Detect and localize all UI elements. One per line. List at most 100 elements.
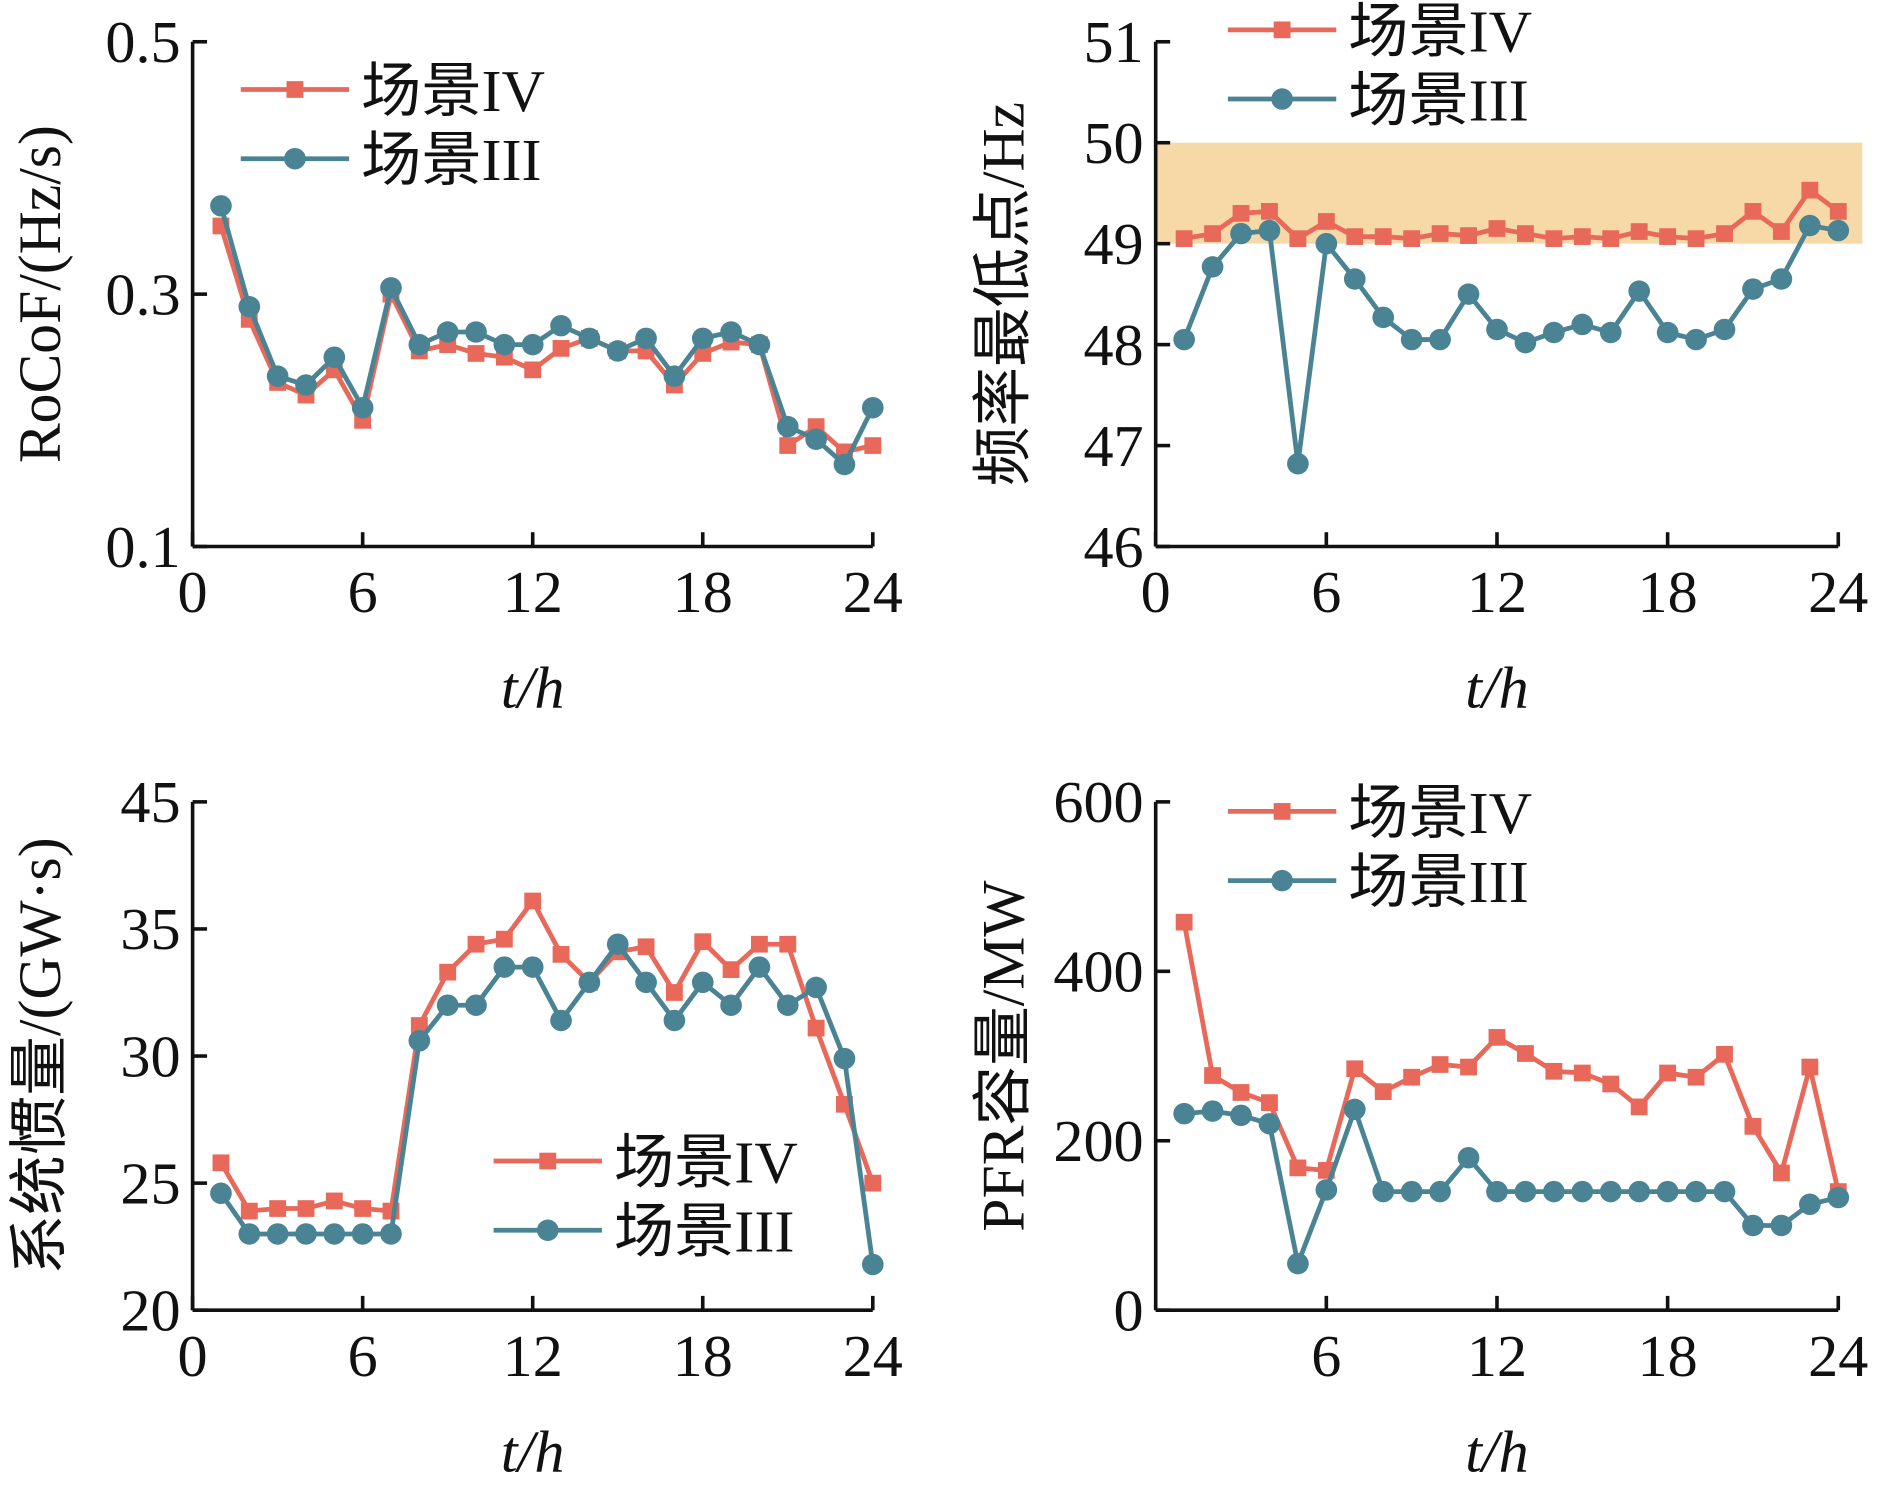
x-tick-label: 6 (1311, 559, 1341, 625)
legend-label: 场景IV (614, 1130, 798, 1196)
marker (691, 971, 714, 994)
marker (1602, 230, 1620, 247)
marker (578, 327, 601, 350)
legend-marker (1273, 803, 1291, 820)
marker (467, 935, 485, 953)
marker (1514, 1180, 1537, 1203)
marker (1372, 306, 1395, 329)
x-tick-label: 6 (1311, 1323, 1341, 1389)
x-tick-label: 24 (843, 1323, 903, 1389)
marker (467, 345, 485, 362)
marker (1230, 1104, 1252, 1127)
marker (380, 277, 402, 299)
marker (238, 1223, 261, 1245)
marker (1770, 1214, 1793, 1237)
marker (1457, 1146, 1480, 1169)
y-tick-label: 200 (1053, 1108, 1143, 1174)
marker (1431, 1056, 1449, 1073)
marker (748, 956, 771, 978)
x-tick-label: 18 (1638, 559, 1698, 625)
y-tick-label: 25 (120, 1151, 180, 1217)
marker (833, 1047, 856, 1070)
marker (606, 340, 629, 362)
x-tick-label: 24 (1808, 559, 1868, 625)
marker (1429, 328, 1451, 351)
marker (663, 365, 686, 387)
marker (495, 930, 513, 948)
marker (269, 1200, 287, 1217)
marker (1315, 1179, 1338, 1201)
y-tick-label: 47 (1083, 413, 1143, 479)
marker (1713, 318, 1736, 341)
legend-label: 场景IV (1348, 780, 1532, 846)
x-tick-label: 18 (1638, 1323, 1698, 1389)
marker (1599, 1180, 1622, 1203)
marker (1630, 223, 1648, 240)
marker (1685, 328, 1707, 351)
marker (1258, 219, 1281, 242)
marker (1716, 225, 1733, 242)
marker (465, 321, 487, 343)
marker (665, 984, 683, 1001)
x-tick-label: 24 (1808, 1323, 1868, 1389)
y-tick-label: 0 (1114, 1278, 1144, 1344)
marker (210, 1182, 232, 1205)
marker (1232, 205, 1250, 222)
marker (210, 195, 232, 217)
marker (436, 994, 459, 1016)
marker (1173, 328, 1195, 351)
marker (1400, 328, 1423, 351)
series-line (1181, 222, 1839, 465)
marker (1827, 219, 1850, 242)
y-tick-label: 0.5 (105, 9, 180, 75)
x-tick-label: 12 (1467, 559, 1527, 625)
marker (1602, 1075, 1620, 1093)
marker (1744, 203, 1762, 220)
series-line (1181, 921, 1841, 1193)
marker (694, 933, 712, 951)
y-tick-label: 46 (1083, 514, 1143, 580)
y-tick-label: 50 (1083, 110, 1143, 176)
marker (1343, 268, 1366, 290)
marker (1315, 232, 1338, 255)
y-tick-label: 0.1 (105, 514, 180, 580)
marker (1798, 214, 1821, 237)
marker (1403, 1068, 1421, 1086)
marker (1687, 1068, 1705, 1086)
marker (1801, 1058, 1819, 1076)
marker (1573, 1064, 1591, 1082)
marker (1287, 1252, 1309, 1275)
marker (1201, 1100, 1224, 1122)
marker (240, 1202, 258, 1220)
marker (1460, 227, 1477, 244)
marker (1258, 1113, 1281, 1135)
marker (1431, 225, 1449, 242)
marker (748, 333, 771, 356)
x-axis-label: t/h (501, 1419, 565, 1485)
marker (635, 327, 657, 350)
marker (606, 933, 629, 955)
marker (1289, 1159, 1307, 1177)
marker (1628, 280, 1651, 302)
marker (1514, 331, 1537, 354)
marker (1545, 1062, 1563, 1080)
legend-marker (1273, 21, 1291, 39)
marker (323, 346, 346, 368)
marker (436, 321, 459, 343)
marker (1827, 1186, 1850, 1209)
y-tick-label: 600 (1053, 769, 1143, 835)
marker (1457, 283, 1480, 305)
marker (1716, 1045, 1733, 1063)
marker (1798, 1193, 1821, 1216)
x-tick-label: 0 (178, 1323, 208, 1389)
marker (720, 321, 742, 343)
marker (524, 892, 542, 910)
x-tick-label: 24 (843, 559, 903, 625)
marker (1742, 1214, 1764, 1237)
legend-label: 场景IV (361, 58, 545, 124)
legend-marker (286, 81, 304, 98)
marker (1516, 1045, 1534, 1062)
marker (295, 374, 317, 396)
marker (1289, 230, 1307, 247)
